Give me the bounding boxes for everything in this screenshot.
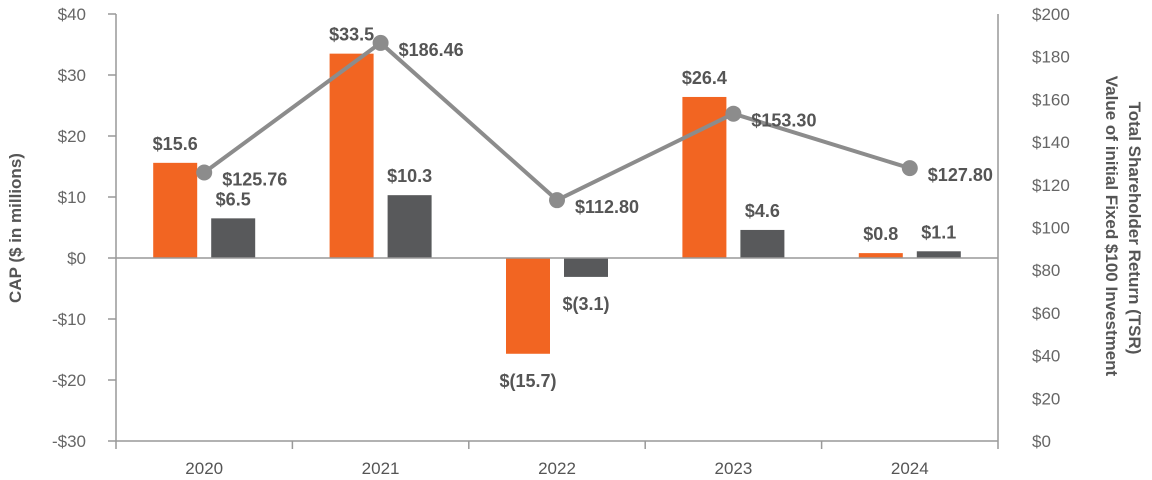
right-axis-title-line2: Value of initial Fixed $100 Investment: [1102, 76, 1121, 377]
bar-label-cap-2022: $(15.7): [499, 371, 556, 391]
tsr-label-2020: $125.76: [222, 170, 287, 190]
right-tick-label: $60: [1032, 304, 1060, 323]
bar-cap-2023: [682, 96, 727, 259]
x-tick-label-2023: 2023: [714, 459, 752, 478]
tsr-point-2020: [196, 164, 213, 181]
tsr-point-2024: [901, 160, 918, 177]
bar-label-net-income-2023: $4.6: [745, 201, 780, 221]
right-tick-label: $160: [1032, 90, 1070, 109]
x-tick-label-2020: 2020: [185, 459, 223, 478]
tsr-label-2021: $186.46: [399, 40, 464, 60]
right-axis-title-line1: Total Shareholder Return (TSR): [1125, 102, 1144, 355]
left-tick-label: $0: [67, 249, 86, 268]
bar-label-net-income-2021: $10.3: [387, 166, 432, 186]
right-tick-label: $100: [1032, 219, 1070, 238]
left-axis-title: CAP ($ in millions): [6, 153, 25, 303]
right-tick-label: $80: [1032, 261, 1060, 280]
bar-net-income-2022: [564, 258, 608, 277]
right-tick-label: $200: [1032, 5, 1070, 24]
data-labels: $15.6 $33.5 $(15.7) $26.4 $0.8 $6.5 $10.3 $(3.1…: [153, 25, 993, 391]
bar-net-income-2024: [916, 251, 961, 258]
bar-label-net-income-2022: $(3.1): [562, 294, 609, 314]
right-tick-label: $20: [1032, 389, 1060, 408]
tsr-label-2022: $112.80: [575, 197, 639, 217]
left-axis-ticks: $40 $30 $20 $10 $0 -$10 -$20 -$30: [52, 5, 86, 451]
bar-label-net-income-2020: $6.5: [216, 189, 251, 209]
tsr-point-2021: [372, 34, 389, 51]
tsr-point-2022: [549, 192, 565, 209]
bar-cap-2024: [858, 253, 903, 258]
right-tick-label: $40: [1032, 347, 1060, 366]
bar-label-net-income-2024: $1.1: [921, 222, 956, 242]
tsr-label-2024: $127.80: [928, 165, 993, 185]
bar-cap-2022: [506, 258, 550, 354]
tsr-point-2023: [725, 105, 742, 122]
bar-label-cap-2021: $33.5: [329, 25, 374, 45]
bar-series: [153, 53, 961, 354]
bar-net-income-2023: [740, 229, 785, 258]
left-tick-label: -$30: [52, 432, 86, 451]
bar-cap-2020: [153, 162, 198, 258]
x-axis-ticks: 2020 2021 2022 2023 2024: [185, 459, 928, 478]
left-tick-label: -$10: [52, 310, 86, 329]
left-tick-label: $30: [58, 66, 86, 85]
bar-label-cap-2020: $15.6: [153, 134, 198, 154]
left-tick-label: $20: [58, 127, 86, 146]
bar-label-cap-2023: $26.4: [682, 68, 727, 88]
bar-net-income-2020: [211, 218, 256, 258]
right-tick-label: $120: [1032, 176, 1070, 195]
right-tick-label: $180: [1032, 48, 1070, 67]
tsr-line-series: [196, 34, 918, 209]
left-tick-label: $10: [58, 188, 86, 207]
right-axis-ticks: $200 $180 $160 $140 $120 $100 $80 $60 $40 $20 $0: [1032, 5, 1070, 451]
left-tick-label: -$20: [52, 371, 86, 390]
x-tick-label-2021: 2021: [362, 459, 400, 478]
axes: [108, 13, 999, 449]
bar-cap-2021: [329, 53, 374, 259]
right-tick-label: $0: [1032, 432, 1051, 451]
tsr-label-2023: $153.30: [751, 111, 816, 131]
bar-net-income-2021: [387, 195, 432, 258]
x-tick-label-2022: 2022: [538, 459, 576, 478]
left-tick-label: $40: [58, 5, 86, 24]
bar-label-cap-2024: $0.8: [863, 224, 898, 244]
right-tick-label: $140: [1032, 133, 1070, 152]
x-tick-label-2024: 2024: [891, 459, 929, 478]
